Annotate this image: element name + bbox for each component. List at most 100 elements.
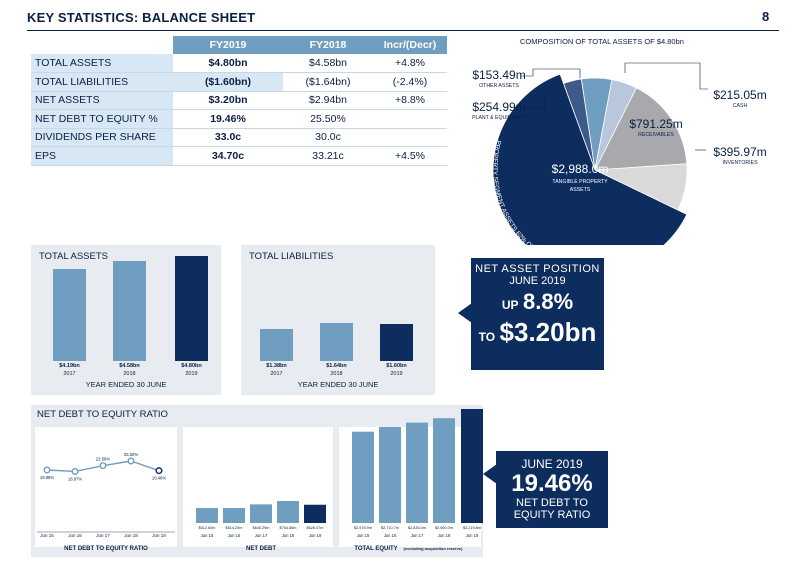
chart-label: TOTAL EQUITY bbox=[354, 546, 397, 552]
bar-year-label: 2018 bbox=[330, 371, 343, 377]
x-tick-label: Jun 16 bbox=[68, 533, 82, 538]
ratio-point-label: 19.46% bbox=[152, 476, 166, 481]
fy2019-cell: 19.46% bbox=[173, 109, 283, 129]
x-tick-label: Jun 15 bbox=[40, 533, 54, 538]
ratio-box-line1: JUNE 2019 bbox=[521, 457, 583, 471]
up-label: UP bbox=[501, 298, 519, 312]
x-tick-label: Jun 19 bbox=[309, 533, 322, 538]
x-tick-label: Jun 16 bbox=[384, 533, 397, 538]
bar-value-label: $640.29m bbox=[253, 526, 270, 530]
ratio-point bbox=[155, 467, 163, 475]
change-cell: +8.8% bbox=[373, 91, 447, 110]
change-cell: (-2.4%) bbox=[373, 72, 447, 92]
col-header: Incr/(Decr) bbox=[373, 36, 447, 54]
bar-value-label: $4.19bn bbox=[59, 363, 80, 369]
fy2019-cell: ($1.60bn) bbox=[173, 72, 283, 92]
change-cell bbox=[373, 128, 447, 147]
bar-value-label: $4.58bn bbox=[119, 363, 140, 369]
chart-label: NET DEBT TO EQUITY RATIO bbox=[64, 546, 148, 552]
bar bbox=[53, 269, 86, 361]
table-row: Net assets $3.20bn $2.94bn +8.8% bbox=[31, 91, 447, 110]
pie-title: COMPOSITION OF TOTAL ASSETS OF $4.80bn bbox=[520, 37, 684, 46]
bar-value-label: $2,835.0m bbox=[408, 526, 426, 530]
chart-label: NET DEBT bbox=[246, 546, 276, 552]
panel-title: TOTAL ASSETS bbox=[39, 251, 108, 262]
page-number: 8 bbox=[762, 9, 770, 24]
bar-value-label: $626.47m bbox=[307, 526, 324, 530]
fy2018-cell: 33.21c bbox=[283, 146, 373, 166]
fy2019-cell: $3.20bn bbox=[173, 91, 283, 110]
bar bbox=[260, 329, 293, 361]
x-tick-label: Jun 17 bbox=[411, 533, 424, 538]
panel-title: TOTAL LIABILITIES bbox=[249, 251, 334, 262]
net-debt-bar bbox=[277, 501, 299, 523]
col-header: FY2019 bbox=[173, 36, 283, 54]
asset-composition-pie: PROPERTY SEGMENT ASSETS 62% OF TOTAL ASS… bbox=[472, 62, 767, 245]
bar-value-label: $2,710.7m bbox=[381, 526, 399, 530]
fy2019-cell: 34.70c bbox=[173, 146, 283, 166]
ratio-point-label: 19.88% bbox=[40, 475, 54, 480]
table-row: Net debt to equity % 19.46% 25.50% bbox=[31, 109, 447, 129]
sub-panel bbox=[183, 427, 333, 547]
to-value: $3.20bn bbox=[499, 317, 597, 347]
net-debt-bar bbox=[250, 504, 272, 523]
ratio-point-label: 18.97% bbox=[68, 476, 82, 481]
bar-value-label: $514.20m bbox=[226, 526, 243, 530]
total-assets-panel: TOTAL ASSETS $4.19bn 2017 $4.58bn 2018 $4.80… bbox=[31, 245, 221, 395]
slice-value-label: $395.97m bbox=[713, 145, 766, 159]
balance-sheet-table: FY2019 FY2018 Incr/(Decr) Total assets $4… bbox=[31, 36, 447, 166]
bar-value-label: $512.60m bbox=[199, 526, 216, 530]
slice-name-label: ASSETS bbox=[570, 187, 591, 193]
slice-name-label: OTHER ASSETS bbox=[479, 83, 519, 89]
x-tick-label: Jun 18 bbox=[438, 533, 451, 538]
x-tick-label: Jun 17 bbox=[255, 533, 268, 538]
x-tick-label: Jun 17 bbox=[96, 533, 110, 538]
net-asset-line1: NET ASSET POSITION bbox=[475, 263, 600, 275]
bar-year-label: 2019 bbox=[185, 371, 198, 377]
x-tick-label: Jun 15 bbox=[357, 533, 370, 538]
bar bbox=[113, 260, 146, 361]
pointer-arrow bbox=[483, 464, 497, 484]
leader-line bbox=[521, 68, 581, 78]
slice-value-label: $215.05m bbox=[713, 88, 766, 102]
slice-value-label: $791.25m bbox=[629, 117, 682, 131]
net-debt-bar bbox=[223, 508, 245, 523]
row-label: Total liabilities bbox=[31, 72, 173, 92]
table-row: Total liabilities ($1.60bn) ($1.64bn) (-2.4… bbox=[31, 72, 447, 92]
bar-year-label: 2019 bbox=[390, 371, 403, 377]
x-tick-label: Jun 19 bbox=[152, 533, 166, 538]
fy2018-cell: 25.50% bbox=[283, 109, 373, 129]
net-asset-box: NET ASSET POSITION JUNE 2019 UP 8.8% TO … bbox=[471, 258, 604, 370]
row-label: Net assets bbox=[31, 91, 173, 110]
x-tick-label: Jun 16 bbox=[228, 533, 241, 538]
fy2018-cell: $2.94bn bbox=[283, 91, 373, 110]
ratio-charts: 19.88% Jun 15 18.97% Jun 16 22.59% Jun 17 25.5… bbox=[35, 409, 483, 552]
to-label: TO bbox=[478, 330, 496, 344]
slice-name-label: TANGIBLE PROPERTY bbox=[552, 179, 608, 185]
equity-bar bbox=[352, 431, 374, 523]
page-title: KEY STATISTICS: BALANCE SHEET bbox=[27, 10, 256, 25]
x-tick-label: Jun 18 bbox=[282, 533, 295, 538]
ratio-box-line3: EQUITY RATIO bbox=[513, 509, 591, 521]
slice-name-label: RECEIVABLES bbox=[638, 132, 674, 138]
bar-value-label: $2,578.9m bbox=[354, 526, 372, 530]
change-cell: +4.5% bbox=[373, 146, 447, 166]
pointer-arrow bbox=[458, 303, 472, 323]
panel-title: NET DEBT TO EQUITY RATIO bbox=[37, 409, 168, 420]
pie-slice bbox=[492, 73, 688, 245]
fy2018-cell: 30.0c bbox=[283, 128, 373, 147]
fy2019-cell: 33.0c bbox=[173, 128, 283, 147]
bar-value-label: $3,219.8m bbox=[463, 526, 481, 530]
fy2018-cell: ($1.64bn) bbox=[283, 72, 373, 92]
sub-panel bbox=[35, 427, 177, 547]
col-header: FY2018 bbox=[283, 36, 373, 54]
bar-year-label: 2017 bbox=[270, 371, 283, 377]
table-row: Dividends per share 33.0c 30.0c bbox=[31, 128, 447, 147]
bar-value-label: $1.38bn bbox=[266, 363, 287, 369]
bar-value-label: $1.60bn bbox=[386, 363, 407, 369]
fy2019-cell: $4.80bn bbox=[173, 54, 283, 73]
net-debt-bar bbox=[196, 508, 218, 523]
up-value: 8.8% bbox=[522, 289, 574, 314]
panel-footer: YEAR ENDED 30 JUNE bbox=[297, 380, 379, 389]
slice-value-label: $153.49m bbox=[472, 68, 525, 82]
